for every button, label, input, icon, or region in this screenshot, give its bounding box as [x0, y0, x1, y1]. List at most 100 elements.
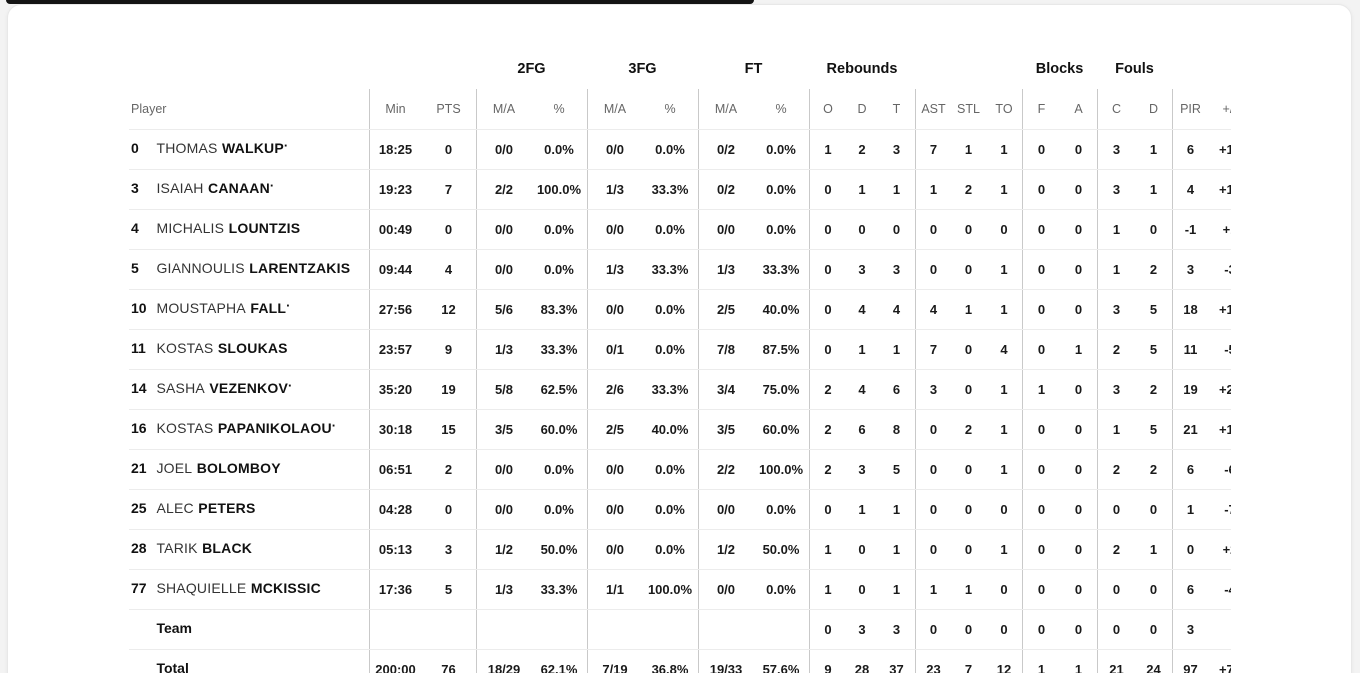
cell-stl: 0 — [964, 621, 973, 637]
cell-pts: 0 — [444, 221, 453, 237]
cell-pir: 1 — [1172, 489, 1208, 529]
cell-fouls-c: 2 — [1097, 449, 1135, 489]
cell-plus-minus: +23 — [1218, 381, 1231, 397]
cell-ft-pct: 0.0% — [766, 581, 796, 597]
cell-ft-ma: 3/4 — [698, 369, 753, 409]
cell-to: 0 — [1000, 501, 1008, 517]
cell-ast: 0 — [915, 209, 951, 249]
cell-pir: 97 — [1172, 649, 1208, 673]
group-label-fouls: Fouls — [1115, 61, 1154, 77]
group-label-2fg: 2FG — [517, 61, 546, 77]
cell-2fg-pct: 0.0% — [544, 141, 574, 157]
col-header-2fg-pct: % — [553, 101, 565, 116]
cell-blocks-a: 1 — [1074, 661, 1083, 673]
cell-3fg-ma: 0/0 — [587, 529, 642, 569]
cell-reb-t: 1 — [892, 581, 901, 597]
starter-mark: · — [286, 298, 291, 313]
cell-3fg-pct: 0.0% — [655, 141, 685, 157]
player-last-name: LARENTZAKIS — [249, 260, 351, 276]
cell-3fg-pct: 40.0% — [651, 421, 689, 437]
cell-blocks-a: 0 — [1074, 621, 1083, 637]
cell-ft-ma: 0/0 — [698, 209, 753, 249]
cell-blocks-a: 0 — [1074, 301, 1083, 317]
cell-stl: 2 — [964, 421, 973, 437]
cell-to: 0 — [1000, 221, 1008, 237]
cell-blocks-a: 0 — [1074, 421, 1083, 437]
starter-mark: · — [288, 378, 293, 393]
cell-plus-minus: -6 — [1224, 461, 1231, 477]
cell-reb-t: 3 — [892, 621, 901, 637]
cell-3fg-ma: 1/3 — [587, 249, 642, 289]
cell-fouls-d: 1 — [1149, 141, 1158, 157]
cell-2fg-ma: 5/8 — [476, 369, 531, 409]
col-header-reb-t: T — [892, 101, 901, 116]
cell-min: 06:51 — [369, 449, 421, 489]
cell-blocks-a: 0 — [1074, 181, 1083, 197]
cell-pts: 19 — [441, 381, 456, 397]
cell-pir: 3 — [1172, 249, 1208, 289]
cell-ast: 3 — [915, 369, 951, 409]
cell-to: 1 — [1000, 301, 1008, 317]
cell-blocks-a: 0 — [1074, 261, 1083, 277]
cell-fouls-c: 0 — [1097, 609, 1135, 649]
cell-pts: 3 — [444, 541, 453, 557]
stats-table-scroll-region[interactable]: 2FG 3FG FT Rebounds Blocks Fouls Player … — [8, 5, 1231, 673]
cell-reb-o: 1 — [809, 529, 846, 569]
group-label-rebounds: Rebounds — [826, 61, 898, 77]
cell-ft-ma — [698, 609, 753, 649]
col-header-pts: PTS — [436, 101, 461, 116]
cell-2fg-pct: 62.5% — [540, 381, 578, 397]
cell-reb-o: 2 — [809, 369, 846, 409]
cell-reb-o: 0 — [809, 209, 846, 249]
player-cell: 21 JOEL BOLOMBOY — [129, 461, 369, 477]
table-row: 21 JOEL BOLOMBOY 06:51 2 0/0 0.0% 0/0 0.… — [129, 449, 1231, 489]
cell-ft-pct: 0.0% — [766, 501, 796, 517]
cell-ft-pct: 60.0% — [762, 421, 800, 437]
cell-to: 1 — [1000, 141, 1008, 157]
cell-blocks-f: 0 — [1022, 169, 1060, 209]
cell-to: 1 — [1000, 461, 1008, 477]
cell-blocks-f: 0 — [1022, 569, 1060, 609]
group-header-row: 2FG 3FG FT Rebounds Blocks Fouls — [129, 5, 1231, 89]
cell-ft-pct: 40.0% — [762, 301, 800, 317]
cell-ft-ma: 7/8 — [698, 329, 753, 369]
top-accent-bar — [6, 0, 754, 4]
table-row: Team 0 3 3 0 0 0 0 0 0 0 3 — [129, 609, 1231, 649]
cell-reb-t: 5 — [892, 461, 901, 477]
starter-mark: · — [269, 178, 275, 193]
player-cell: 3 ISAIAH CANAAN· — [129, 178, 369, 197]
cell-fouls-c: 3 — [1097, 169, 1135, 209]
cell-ft-ma: 3/5 — [698, 409, 753, 449]
cell-2fg-pct: 33.3% — [540, 581, 578, 597]
cell-3fg-ma: 0/0 — [587, 489, 642, 529]
player-cell: 16 KOSTAS PAPANIKOLAOU· — [129, 419, 369, 437]
player-cell: Team — [129, 621, 369, 637]
cell-pir: 6 — [1172, 449, 1208, 489]
cell-reb-d: 1 — [858, 341, 866, 357]
player-number: 5 — [131, 260, 139, 276]
player-first-name: SASHA — [156, 380, 205, 396]
col-header-stl: STL — [957, 101, 980, 116]
cell-reb-d: 3 — [858, 261, 866, 277]
cell-to: 1 — [1000, 181, 1008, 197]
cell-ft-pct: 87.5% — [762, 341, 800, 357]
cell-pir: 3 — [1172, 609, 1208, 649]
cell-3fg-pct: 0.0% — [655, 221, 685, 237]
cell-reb-o: 1 — [809, 569, 846, 609]
cell-min: 00:49 — [369, 209, 421, 249]
player-number: 16 — [131, 420, 147, 436]
cell-reb-o: 0 — [809, 289, 846, 329]
cell-pir: 11 — [1172, 329, 1208, 369]
col-header-blocks-a: A — [1074, 101, 1083, 116]
row-label: Total — [156, 660, 189, 673]
cell-fouls-d: 5 — [1149, 421, 1158, 437]
cell-blocks-f: 0 — [1022, 289, 1060, 329]
cell-3fg-pct: 0.0% — [655, 301, 685, 317]
table-row: 77 SHAQUIELLE MCKISSIC 17:36 5 1/3 33.3%… — [129, 569, 1231, 609]
group-label-ft: FT — [744, 61, 763, 77]
cell-pts: 12 — [441, 301, 456, 317]
player-number: 11 — [131, 340, 146, 356]
cell-3fg-ma: 2/6 — [587, 369, 642, 409]
cell-2fg-ma: 0/0 — [476, 129, 531, 169]
cell-blocks-f: 0 — [1022, 329, 1060, 369]
